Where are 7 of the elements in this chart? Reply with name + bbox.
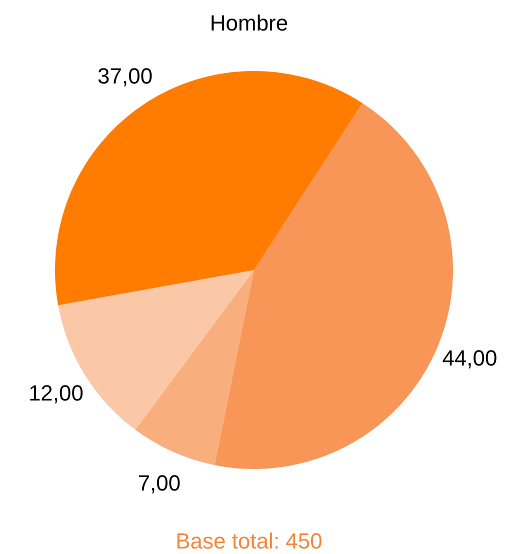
data-label: 37,00 <box>98 63 153 88</box>
data-label: 7,00 <box>138 470 181 496</box>
pie-slice <box>135 270 254 466</box>
data-label: 12,00 <box>28 380 84 406</box>
data-label: 44,00 <box>442 346 498 371</box>
chart-title: Hombre <box>210 10 288 36</box>
text: Base total: 450 <box>176 528 322 554</box>
